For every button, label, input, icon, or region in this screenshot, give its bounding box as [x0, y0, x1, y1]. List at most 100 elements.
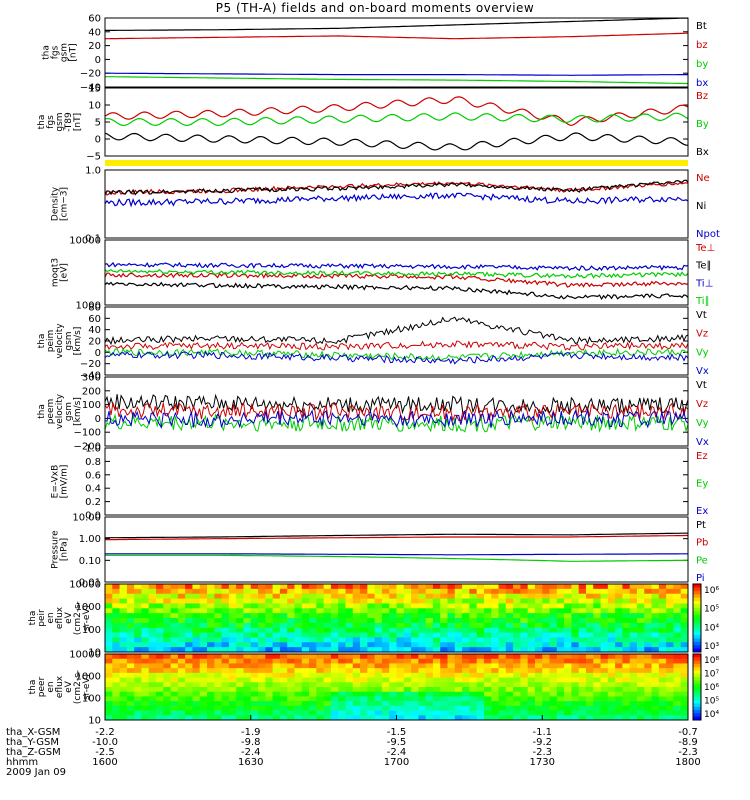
- spectrogram-cell: [644, 598, 653, 604]
- spectrogram-cell: [629, 654, 638, 660]
- spectrogram-cell: [578, 608, 587, 614]
- spectrogram-cell: [316, 715, 325, 721]
- spectrogram-cell: [534, 663, 543, 669]
- panel-10-colorbar-cell: [693, 683, 701, 688]
- spectrogram-cell: [651, 627, 660, 634]
- spectrogram-cell: [600, 642, 609, 648]
- panel-5-legend-2: Vy: [696, 347, 709, 358]
- spectrogram-cell: [338, 588, 346, 595]
- panel-10-colorbar-cell: [693, 677, 701, 681]
- spectrogram-cell: [513, 622, 521, 629]
- spectrogram-cell: [287, 642, 295, 648]
- spectrogram-cell: [250, 642, 259, 648]
- spectrogram-cell: [447, 710, 456, 716]
- spectrogram-cell: [170, 603, 179, 609]
- spectrogram-cell: [483, 715, 492, 721]
- spectrogram-cell: [148, 632, 157, 638]
- spectrogram-cell: [294, 658, 303, 664]
- spectrogram-cell: [141, 687, 150, 693]
- spectrogram-cell: [279, 613, 288, 619]
- spectrogram-cell: [483, 677, 492, 683]
- spectrogram-cell: [593, 618, 602, 624]
- spectrogram-cell: [556, 627, 565, 634]
- spectrogram-cell: [411, 618, 419, 624]
- spectrogram-cell: [396, 682, 405, 688]
- spectrogram-cell: [126, 618, 135, 624]
- spectrogram-cell: [301, 584, 310, 590]
- spectrogram-cell: [476, 672, 485, 679]
- spectrogram-cell: [673, 705, 682, 712]
- spectrogram-cell: [658, 632, 667, 638]
- spectrogram-cell: [119, 593, 128, 600]
- spectrogram-cell: [432, 687, 441, 693]
- spectrogram-cell: [644, 647, 653, 653]
- spectrogram-cell: [294, 668, 303, 674]
- spectrogram-cell: [491, 658, 500, 664]
- spectrogram-cell: [345, 710, 354, 716]
- spectrogram-cell: [294, 654, 303, 660]
- spectrogram-cell: [658, 710, 667, 716]
- spectrogram-cell: [462, 588, 470, 595]
- spectrogram-cell: [221, 647, 230, 653]
- spectrogram-cell: [622, 701, 631, 707]
- spectrogram-cell: [185, 613, 193, 619]
- spectrogram-cell: [425, 663, 434, 669]
- spectrogram-cell: [272, 584, 281, 590]
- spectrogram-cell: [564, 705, 572, 712]
- spectrogram-cell: [505, 593, 514, 600]
- spectrogram-cell: [316, 637, 325, 643]
- spectrogram-cell: [345, 588, 354, 595]
- spectrogram-cell: [666, 627, 674, 634]
- spectrogram-cell: [680, 658, 689, 664]
- panel-3-series-Npot: [104, 192, 689, 208]
- spectrogram-cell: [629, 691, 638, 697]
- spectrogram-cell: [636, 642, 645, 648]
- spectrogram-cell: [214, 682, 223, 688]
- spectrogram-cell: [374, 687, 383, 693]
- spectrogram-cell: [673, 598, 682, 604]
- spectrogram-cell: [141, 647, 150, 653]
- spectrogram-cell: [403, 696, 412, 702]
- spectrogram-cell: [221, 672, 230, 679]
- spectrogram-cell: [338, 598, 346, 604]
- spectrogram-cell: [636, 677, 645, 683]
- spectrogram-cell: [236, 682, 244, 688]
- spectrogram-cell: [134, 687, 142, 693]
- spectrogram-cell: [192, 668, 201, 674]
- spectrogram-cell: [462, 696, 470, 702]
- spectrogram-cell: [425, 608, 434, 614]
- spectrogram-cell: [148, 705, 157, 712]
- panel-9-colorbar-cell: [693, 641, 701, 646]
- spectrogram-cell: [432, 654, 441, 660]
- panel-4-series-Te∥: [104, 281, 689, 301]
- spectrogram-cell: [287, 682, 295, 688]
- spectrogram-cell: [207, 642, 215, 648]
- spectrogram-cell: [287, 696, 295, 702]
- spectrogram-cell: [148, 696, 157, 702]
- spectrogram-cell: [148, 654, 157, 660]
- spectrogram-cell: [607, 627, 616, 634]
- spectrogram-cell: [454, 637, 463, 643]
- spectrogram-cell: [432, 663, 441, 669]
- spectrogram-cell: [192, 622, 201, 629]
- spectrogram-cell: [432, 622, 441, 629]
- spectrogram-cell: [622, 682, 631, 688]
- spectrogram-cell: [673, 701, 682, 707]
- spectrogram-cell: [265, 618, 274, 624]
- spectrogram-cell: [578, 598, 587, 604]
- spectrogram-cell: [585, 691, 594, 697]
- spectrogram-cell: [411, 682, 419, 688]
- spectrogram-cell: [491, 618, 500, 624]
- spectrogram-cell: [607, 654, 616, 660]
- spectrogram-cell: [228, 663, 237, 669]
- spectrogram-cell: [673, 687, 682, 693]
- spectrogram-cell: [403, 627, 412, 634]
- spectrogram-cell: [228, 672, 237, 679]
- spectrogram-cell: [527, 705, 536, 712]
- spectrogram-cell: [447, 705, 456, 712]
- panel-1-legend-2: by: [696, 59, 708, 70]
- spectrogram-cell: [447, 691, 456, 697]
- spectrogram-cell: [272, 613, 281, 619]
- spectrogram-cell: [644, 608, 653, 614]
- spectrogram-cell: [148, 627, 157, 634]
